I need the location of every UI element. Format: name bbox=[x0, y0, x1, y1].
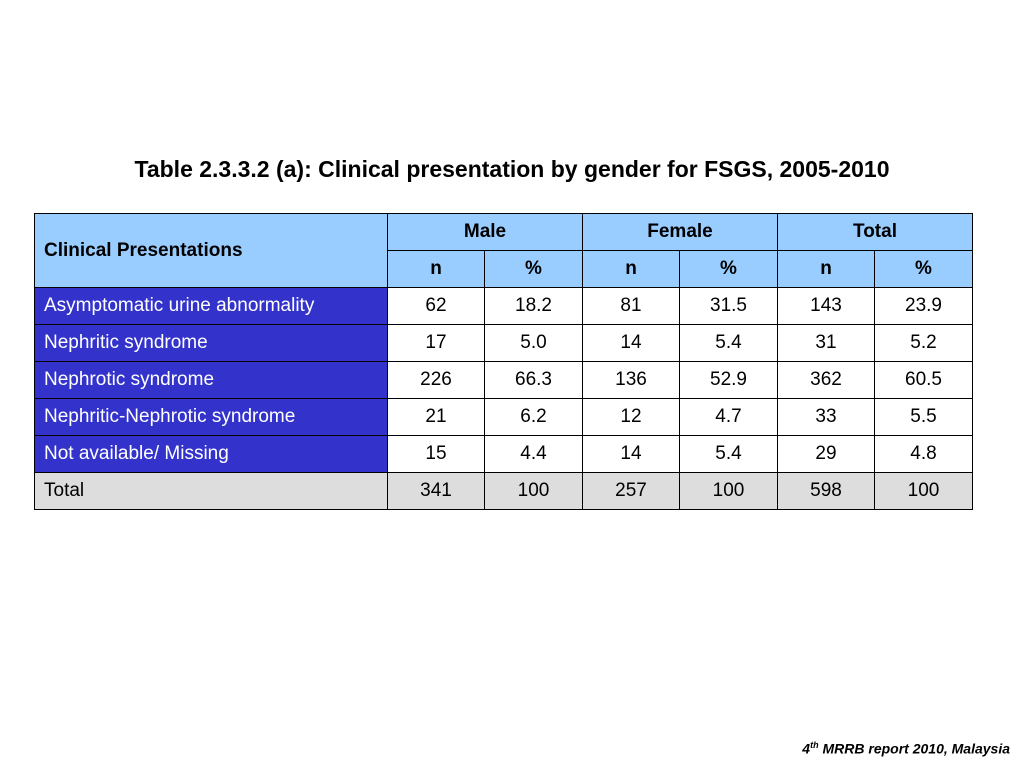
table-cell: 31.5 bbox=[679, 287, 778, 325]
table-cell: 4.7 bbox=[679, 398, 778, 436]
table-cell: 66.3 bbox=[484, 361, 583, 399]
total-row: Total 341 100 257 100 598 100 bbox=[34, 472, 973, 510]
male-header: Male bbox=[387, 213, 583, 251]
subheader-total-n: n bbox=[777, 250, 875, 288]
footer-text: MRRB report 2010, Malaysia bbox=[818, 740, 1010, 757]
table-cell: 31 bbox=[777, 324, 875, 362]
table-row: Nephrotic syndrome 226 66.3 136 52.9 362… bbox=[34, 361, 973, 399]
table-cell: 5.2 bbox=[874, 324, 973, 362]
table-cell: 136 bbox=[582, 361, 680, 399]
total-cell: 341 bbox=[387, 472, 485, 510]
table-cell: 18.2 bbox=[484, 287, 583, 325]
table-cell: 21 bbox=[387, 398, 485, 436]
clinical-presentations-header: Clinical Presentations bbox=[34, 213, 388, 288]
subheader-total-pct: % bbox=[874, 250, 973, 288]
total-cell: 100 bbox=[679, 472, 778, 510]
row-label: Asymptomatic urine abnormality bbox=[34, 287, 388, 325]
row-label: Nephrotic syndrome bbox=[34, 361, 388, 399]
total-label: Total bbox=[34, 472, 388, 510]
table-title: Table 2.3.3.2 (a): Clinical presentation… bbox=[134, 156, 890, 182]
table-row: Nephritic-Nephrotic syndrome 21 6.2 12 4… bbox=[34, 398, 973, 436]
total-header: Total bbox=[777, 213, 973, 251]
footer-prefix: 4 bbox=[802, 740, 811, 757]
source-footer: 4th MRRB report 2010, Malaysia bbox=[802, 740, 1010, 757]
subheader-male-pct: % bbox=[484, 250, 583, 288]
total-cell: 100 bbox=[484, 472, 583, 510]
table-cell: 4.4 bbox=[484, 435, 583, 473]
table-cell: 33 bbox=[777, 398, 875, 436]
row-label: Nephritic-Nephrotic syndrome bbox=[34, 398, 388, 436]
table-row: Not available/ Missing 15 4.4 14 5.4 29 … bbox=[34, 435, 973, 473]
subheader-male-n: n bbox=[387, 250, 485, 288]
total-cell: 100 bbox=[874, 472, 973, 510]
row-label: Not available/ Missing bbox=[34, 435, 388, 473]
subheader-female-n: n bbox=[582, 250, 680, 288]
footer-superscript: th bbox=[810, 740, 819, 750]
table-cell: 15 bbox=[387, 435, 485, 473]
table-cell: 4.8 bbox=[874, 435, 973, 473]
table-cell: 5.4 bbox=[679, 324, 778, 362]
table-row: Nephritic syndrome 17 5.0 14 5.4 31 5.2 bbox=[34, 324, 973, 362]
table-cell: 14 bbox=[582, 324, 680, 362]
table-cell: 23.9 bbox=[874, 287, 973, 325]
table-cell: 5.0 bbox=[484, 324, 583, 362]
table-cell: 226 bbox=[387, 361, 485, 399]
table-cell: 14 bbox=[582, 435, 680, 473]
table-cell: 62 bbox=[387, 287, 485, 325]
female-header: Female bbox=[582, 213, 778, 251]
table-cell: 5.5 bbox=[874, 398, 973, 436]
table-cell: 60.5 bbox=[874, 361, 973, 399]
header-row-subheaders: n % n % n % bbox=[35, 250, 973, 288]
table-cell: 143 bbox=[777, 287, 875, 325]
presentation-table: Clinical Presentations Male Female Total… bbox=[34, 213, 973, 510]
subheader-female-pct: % bbox=[679, 250, 778, 288]
table-row: Asymptomatic urine abnormality 62 18.2 8… bbox=[34, 287, 973, 325]
table-cell: 17 bbox=[387, 324, 485, 362]
table-cell: 6.2 bbox=[484, 398, 583, 436]
table-cell: 29 bbox=[777, 435, 875, 473]
table-cell: 52.9 bbox=[679, 361, 778, 399]
table-cell: 81 bbox=[582, 287, 680, 325]
table-cell: 362 bbox=[777, 361, 875, 399]
row-label: Nephritic syndrome bbox=[34, 324, 388, 362]
table-cell: 5.4 bbox=[679, 435, 778, 473]
header-row-groups: Clinical Presentations Male Female Total bbox=[34, 213, 973, 288]
total-cell: 598 bbox=[777, 472, 875, 510]
total-cell: 257 bbox=[582, 472, 680, 510]
table-cell: 12 bbox=[582, 398, 680, 436]
